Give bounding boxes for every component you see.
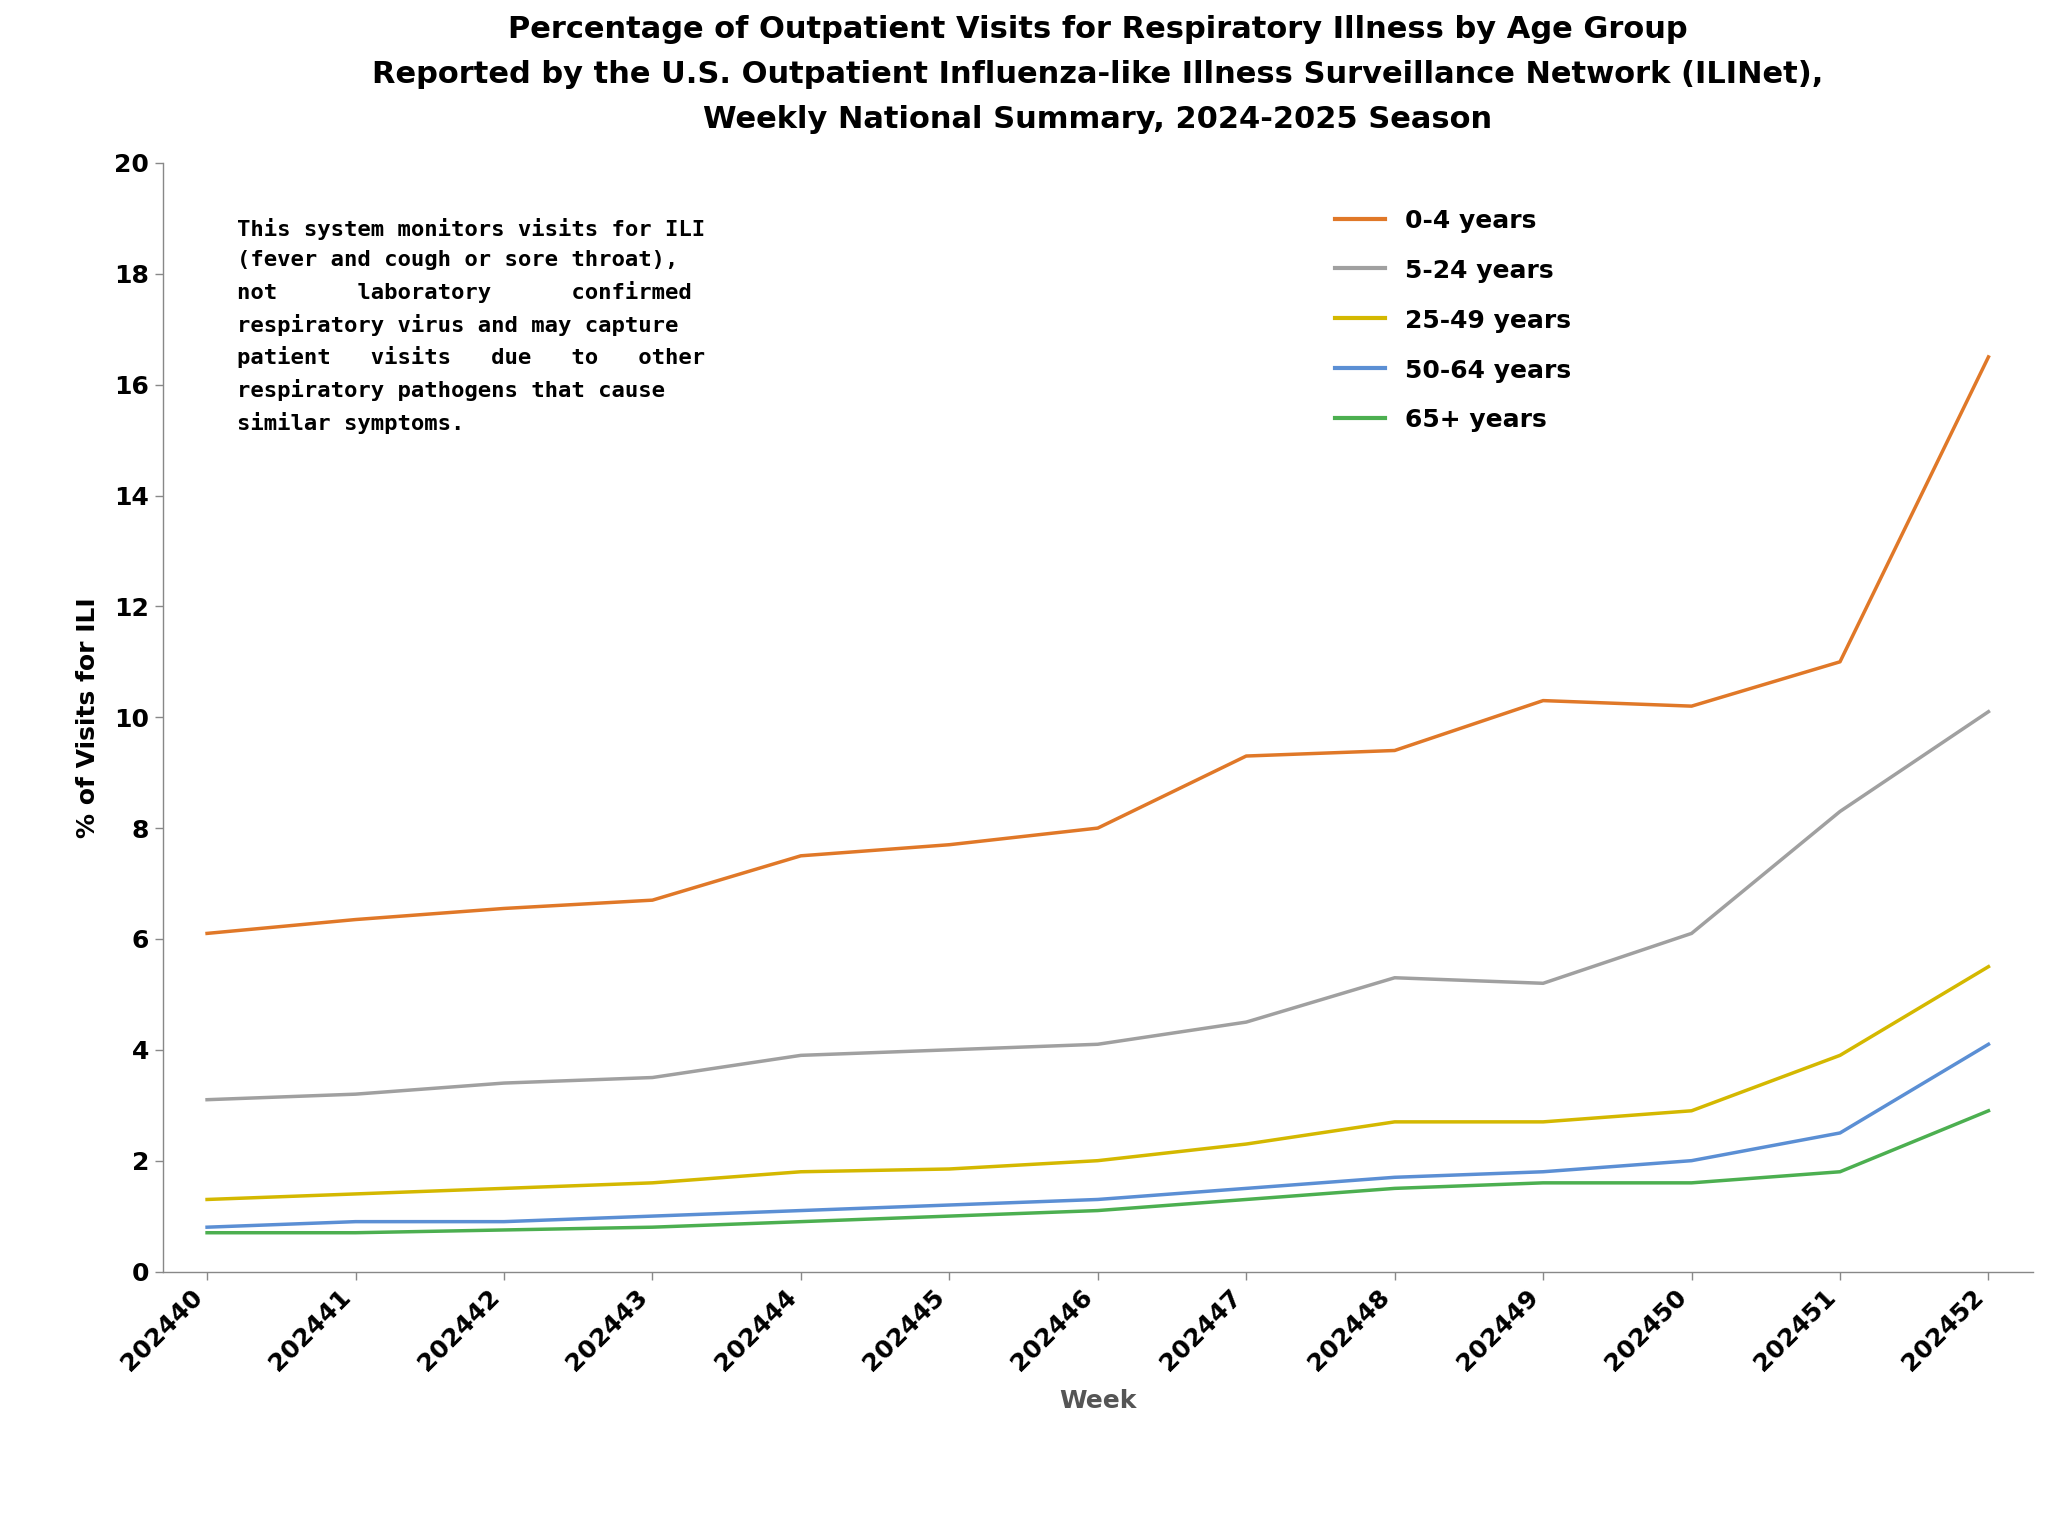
5-24 years (1382, 969, 1407, 988)
25-49 years (1679, 1101, 1704, 1120)
25-49 years (344, 1184, 369, 1203)
0-4 years (788, 846, 813, 865)
50-64 years (1530, 1163, 1554, 1181)
25-49 years (1382, 1112, 1407, 1130)
25-49 years (195, 1190, 219, 1209)
25-49 years (641, 1174, 666, 1192)
50-64 years (195, 1218, 219, 1236)
5-24 years (344, 1084, 369, 1103)
65+ years (938, 1207, 963, 1226)
65+ years (1827, 1163, 1851, 1181)
5-24 years (938, 1040, 963, 1058)
Y-axis label: % of Visits for ILI: % of Visits for ILI (76, 598, 100, 837)
25-49 years (788, 1163, 813, 1181)
25-49 years (1976, 957, 2001, 975)
X-axis label: Week: Week (1059, 1390, 1137, 1413)
50-64 years (1085, 1190, 1110, 1209)
Title: Percentage of Outpatient Visits for Respiratory Illness by Age Group
Reported by: Percentage of Outpatient Visits for Resp… (373, 15, 1823, 134)
0-4 years (641, 891, 666, 909)
Text: This system monitors visits for ILI
(fever and cough or sore throat),
not      l: This system monitors visits for ILI (fev… (238, 218, 705, 435)
50-64 years (1679, 1152, 1704, 1170)
50-64 years (938, 1197, 963, 1215)
0-4 years (1530, 691, 1554, 710)
50-64 years (788, 1201, 813, 1220)
65+ years (1235, 1190, 1260, 1209)
0-4 years (1382, 742, 1407, 760)
Line: 5-24 years: 5-24 years (207, 711, 1989, 1100)
Legend: 0-4 years, 5-24 years, 25-49 years, 50-64 years, 65+ years: 0-4 years, 5-24 years, 25-49 years, 50-6… (1335, 209, 1571, 433)
0-4 years (1085, 819, 1110, 837)
0-4 years (344, 911, 369, 929)
65+ years (1679, 1174, 1704, 1192)
5-24 years (492, 1074, 516, 1092)
65+ years (641, 1218, 666, 1236)
25-49 years (1085, 1152, 1110, 1170)
65+ years (1530, 1174, 1554, 1192)
5-24 years (195, 1091, 219, 1109)
25-49 years (938, 1160, 963, 1178)
25-49 years (1827, 1046, 1851, 1064)
25-49 years (1235, 1135, 1260, 1154)
0-4 years (492, 899, 516, 917)
65+ years (344, 1224, 369, 1243)
5-24 years (641, 1069, 666, 1087)
50-64 years (492, 1212, 516, 1230)
65+ years (788, 1212, 813, 1230)
0-4 years (1679, 697, 1704, 716)
50-64 years (1382, 1167, 1407, 1186)
65+ years (492, 1221, 516, 1240)
5-24 years (1679, 925, 1704, 943)
5-24 years (788, 1046, 813, 1064)
5-24 years (1530, 974, 1554, 992)
5-24 years (1827, 802, 1851, 820)
Line: 25-49 years: 25-49 years (207, 966, 1989, 1200)
65+ years (1976, 1101, 2001, 1120)
Line: 65+ years: 65+ years (207, 1111, 1989, 1233)
25-49 years (1530, 1112, 1554, 1130)
50-64 years (641, 1207, 666, 1226)
65+ years (1382, 1180, 1407, 1198)
50-64 years (1235, 1180, 1260, 1198)
50-64 years (1827, 1124, 1851, 1143)
0-4 years (1235, 746, 1260, 765)
5-24 years (1235, 1012, 1260, 1031)
50-64 years (344, 1212, 369, 1230)
0-4 years (1827, 653, 1851, 671)
65+ years (1085, 1201, 1110, 1220)
0-4 years (938, 836, 963, 854)
50-64 years (1976, 1035, 2001, 1054)
5-24 years (1085, 1035, 1110, 1054)
5-24 years (1976, 702, 2001, 720)
25-49 years (492, 1180, 516, 1198)
0-4 years (195, 925, 219, 943)
Line: 0-4 years: 0-4 years (207, 356, 1989, 934)
65+ years (195, 1224, 219, 1243)
0-4 years (1976, 347, 2001, 366)
Line: 50-64 years: 50-64 years (207, 1044, 1989, 1227)
